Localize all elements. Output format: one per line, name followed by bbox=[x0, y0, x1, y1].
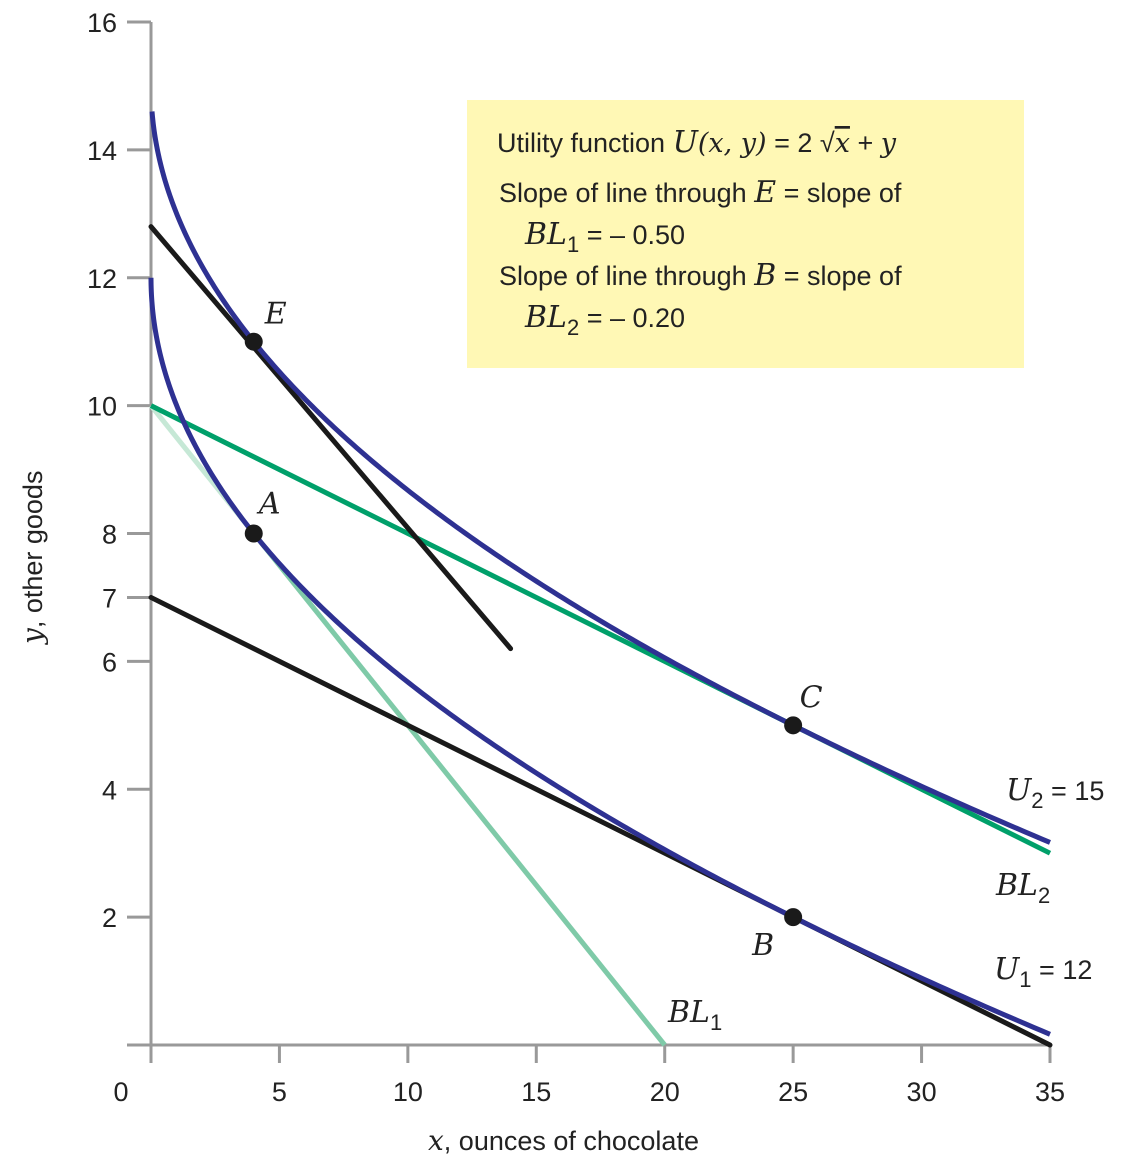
info-line-5-sub: 2 bbox=[567, 315, 579, 340]
y-tick-label: 2 bbox=[102, 903, 117, 933]
x-tick-label: 25 bbox=[778, 1077, 808, 1107]
info-box-background bbox=[467, 100, 1024, 368]
info-line-5-val: = – 0.20 bbox=[579, 303, 685, 333]
info-line-2: Slope of line through E = slope of bbox=[499, 175, 902, 210]
y-tick-label: 6 bbox=[102, 647, 117, 677]
info-line-3-sub: 1 bbox=[567, 232, 579, 257]
info-line-2-prefix: Slope of line through bbox=[499, 178, 754, 208]
point-label-a: A bbox=[256, 487, 281, 522]
label-bl1-sub: 1 bbox=[710, 1010, 722, 1035]
y-tick-label: 14 bbox=[87, 136, 117, 166]
x-tick-label: 0 bbox=[113, 1077, 128, 1107]
label-bl2: BL2 bbox=[995, 868, 1050, 908]
info-line-1-eq: = 2 bbox=[767, 128, 820, 158]
info-line-4-suffix: = slope of bbox=[776, 261, 902, 291]
y-tick-label: 4 bbox=[102, 775, 117, 805]
info-line-4: Slope of line through B = slope of bbox=[499, 258, 902, 293]
label-bl2-sub: 2 bbox=[1038, 883, 1050, 908]
label-bl1-var: BL bbox=[667, 995, 710, 1030]
budget-line-bl1 bbox=[251, 531, 667, 1047]
x-tick-label: 5 bbox=[272, 1077, 287, 1107]
info-line-1-sqrt: √ bbox=[820, 128, 835, 158]
info-line-2-suffix: = slope of bbox=[776, 178, 902, 208]
label-u1: U1 = 12 bbox=[994, 952, 1092, 992]
info-line-3-var: BL bbox=[524, 217, 567, 252]
point-c bbox=[784, 716, 803, 735]
label-bl1: BL1 bbox=[667, 995, 722, 1035]
info-line-4-prefix: Slope of line through bbox=[499, 261, 754, 291]
x-tick-label: 15 bbox=[521, 1077, 551, 1107]
info-line-3: BL1 = – 0.50 bbox=[524, 217, 685, 257]
point-a bbox=[244, 524, 263, 543]
label-u2-sub: 2 bbox=[1031, 788, 1043, 813]
label-bl2-var: BL bbox=[995, 868, 1038, 903]
label-u2-rest: = 15 bbox=[1044, 776, 1105, 806]
y-axis-label-text: , other goods bbox=[18, 471, 48, 629]
info-line-1-func: U bbox=[673, 125, 700, 160]
indifference-curve-u1 bbox=[148, 277, 1051, 1037]
info-line-1-x: x bbox=[835, 128, 850, 159]
info-line-1-args: (x, y) bbox=[698, 128, 767, 159]
label-u2-var: U bbox=[1006, 773, 1033, 808]
x-tick-label: 20 bbox=[650, 1077, 680, 1107]
series-layer bbox=[148, 111, 1053, 1048]
info-box: Utility function U(x, y) = 2 √x + y Slop… bbox=[467, 100, 1024, 368]
points-layer: E A C B bbox=[244, 297, 823, 963]
info-line-5-var: BL bbox=[524, 300, 567, 335]
label-u1-sub: 1 bbox=[1019, 967, 1031, 992]
point-e bbox=[244, 332, 263, 351]
info-line-1-prefix: Utility function bbox=[497, 128, 673, 158]
y-tick-label: 16 bbox=[87, 8, 117, 38]
y-tick-label: 10 bbox=[87, 392, 117, 422]
x-axis-label-text: , ounces of chocolate bbox=[444, 1126, 699, 1156]
x-tick-label: 30 bbox=[907, 1077, 937, 1107]
x-axis-label: x, ounces of chocolate bbox=[428, 1124, 699, 1157]
y-axis-label: y, other goods bbox=[16, 471, 49, 646]
info-line-4-point: B bbox=[753, 258, 776, 293]
point-label-c: C bbox=[800, 680, 823, 715]
point-label-e: E bbox=[264, 297, 287, 332]
y-ticks: 2 4 6 7 8 10 12 14 16 bbox=[87, 8, 151, 1047]
info-line-5: BL2 = – 0.20 bbox=[524, 300, 685, 340]
indifference-curve-u2 bbox=[149, 111, 1051, 845]
x-axis-label-var: x bbox=[428, 1124, 444, 1157]
info-line-1: Utility function U(x, y) = 2 √x + y bbox=[497, 125, 897, 160]
x-tick-label: 10 bbox=[393, 1077, 423, 1107]
y-axis-label-var: y bbox=[16, 627, 49, 646]
point-label-b: B bbox=[751, 928, 774, 963]
tangent-line-e bbox=[148, 224, 514, 652]
info-line-2-point: E bbox=[753, 175, 776, 210]
label-u2: U2 = 15 bbox=[1006, 773, 1104, 813]
info-line-3-val: = – 0.50 bbox=[579, 220, 685, 250]
info-line-1-plus: + bbox=[850, 128, 881, 158]
y-tick-label: 7 bbox=[102, 583, 117, 613]
point-b bbox=[784, 908, 803, 927]
x-ticks: 0 5 10 15 20 25 30 35 bbox=[113, 1045, 1065, 1107]
info-line-1-y: y bbox=[880, 128, 897, 159]
label-u1-rest: = 12 bbox=[1032, 955, 1093, 985]
label-u1-var: U bbox=[994, 952, 1021, 987]
y-tick-label: 12 bbox=[87, 264, 117, 294]
x-tick-label: 35 bbox=[1035, 1077, 1065, 1107]
y-tick-label: 8 bbox=[102, 520, 117, 550]
